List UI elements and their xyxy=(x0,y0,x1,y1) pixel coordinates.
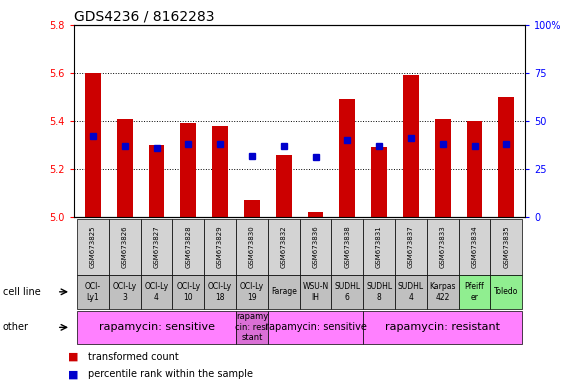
Text: OCI-Ly
4: OCI-Ly 4 xyxy=(144,282,169,301)
Text: rapamy
cin: resi
stant: rapamy cin: resi stant xyxy=(235,313,269,342)
Text: WSU-N
IH: WSU-N IH xyxy=(302,282,329,301)
Text: Farage: Farage xyxy=(271,287,296,296)
Text: percentile rank within the sample: percentile rank within the sample xyxy=(88,369,253,379)
Text: Karpas
422: Karpas 422 xyxy=(429,282,456,301)
Bar xyxy=(331,275,363,309)
Bar xyxy=(77,219,109,275)
Text: transformed count: transformed count xyxy=(88,352,179,362)
Bar xyxy=(236,219,268,275)
Text: ■: ■ xyxy=(68,352,78,362)
Bar xyxy=(339,99,355,217)
Text: GSM673831: GSM673831 xyxy=(376,225,382,268)
Bar xyxy=(149,145,165,217)
Bar xyxy=(117,119,133,217)
Text: Pfeiff
er: Pfeiff er xyxy=(465,282,485,301)
Bar xyxy=(141,275,173,309)
Text: cell line: cell line xyxy=(3,287,40,297)
Bar xyxy=(173,275,204,309)
Bar xyxy=(458,219,490,275)
Bar xyxy=(371,147,387,217)
Bar xyxy=(307,212,323,217)
Bar xyxy=(85,73,101,217)
Bar xyxy=(490,219,522,275)
Bar xyxy=(268,311,363,344)
Bar xyxy=(204,275,236,309)
Text: GSM673826: GSM673826 xyxy=(122,225,128,268)
Text: GSM673832: GSM673832 xyxy=(281,225,287,268)
Text: SUDHL
4: SUDHL 4 xyxy=(398,282,424,301)
Text: SUDHL
8: SUDHL 8 xyxy=(366,282,392,301)
Text: rapamycin: sensitive: rapamycin: sensitive xyxy=(98,322,215,333)
Bar xyxy=(141,219,173,275)
Bar xyxy=(403,75,419,217)
Text: rapamycin: resistant: rapamycin: resistant xyxy=(385,322,500,333)
Text: OCI-Ly
18: OCI-Ly 18 xyxy=(208,282,232,301)
Bar xyxy=(427,219,458,275)
Text: OCI-Ly
3: OCI-Ly 3 xyxy=(112,282,137,301)
Text: GSM673829: GSM673829 xyxy=(217,225,223,268)
Bar xyxy=(268,275,300,309)
Bar xyxy=(236,275,268,309)
Bar xyxy=(331,219,363,275)
Bar xyxy=(77,275,109,309)
Bar xyxy=(458,275,490,309)
Text: GSM673838: GSM673838 xyxy=(344,225,350,268)
Bar xyxy=(300,219,331,275)
Text: GSM673833: GSM673833 xyxy=(440,225,446,268)
Bar xyxy=(77,311,236,344)
Bar xyxy=(427,275,458,309)
Bar xyxy=(109,275,141,309)
Bar xyxy=(109,219,141,275)
Text: GSM673835: GSM673835 xyxy=(503,225,509,268)
Bar xyxy=(244,200,260,217)
Text: other: other xyxy=(3,322,29,333)
Text: GSM673836: GSM673836 xyxy=(312,225,319,268)
Text: Toledo: Toledo xyxy=(494,287,519,296)
Bar xyxy=(395,219,427,275)
Text: GSM673837: GSM673837 xyxy=(408,225,414,268)
Text: OCI-Ly
10: OCI-Ly 10 xyxy=(176,282,201,301)
Bar xyxy=(181,123,197,217)
Bar xyxy=(236,311,268,344)
Bar xyxy=(363,219,395,275)
Text: GSM673830: GSM673830 xyxy=(249,225,255,268)
Bar xyxy=(498,97,514,217)
Bar xyxy=(363,311,522,344)
Bar xyxy=(276,155,292,217)
Text: SUDHL
6: SUDHL 6 xyxy=(334,282,360,301)
Bar xyxy=(490,275,522,309)
Bar xyxy=(466,121,482,217)
Text: ■: ■ xyxy=(68,369,78,379)
Bar xyxy=(212,126,228,217)
Text: OCI-
Ly1: OCI- Ly1 xyxy=(85,282,101,301)
Bar xyxy=(300,275,331,309)
Text: GSM673825: GSM673825 xyxy=(90,225,96,268)
Bar xyxy=(204,219,236,275)
Text: GSM673834: GSM673834 xyxy=(471,225,478,268)
Bar xyxy=(435,119,450,217)
Text: GSM673828: GSM673828 xyxy=(185,225,191,268)
Text: GDS4236 / 8162283: GDS4236 / 8162283 xyxy=(74,10,214,24)
Text: OCI-Ly
19: OCI-Ly 19 xyxy=(240,282,264,301)
Text: rapamycin: sensitive: rapamycin: sensitive xyxy=(265,322,366,333)
Bar xyxy=(173,219,204,275)
Text: GSM673827: GSM673827 xyxy=(153,225,160,268)
Bar xyxy=(363,275,395,309)
Bar xyxy=(268,219,300,275)
Bar xyxy=(395,275,427,309)
